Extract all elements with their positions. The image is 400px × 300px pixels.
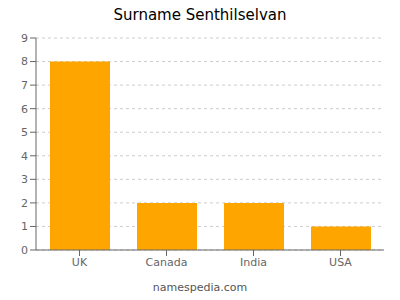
svg-text:7: 7	[21, 79, 28, 92]
svg-text:8: 8	[21, 55, 28, 68]
svg-text:3: 3	[21, 173, 28, 186]
svg-text:India: India	[240, 256, 267, 269]
html-text:Surname Senthilselvan: Surname Senthilselvan	[113, 6, 287, 24]
html-text:namespedia.com: namespedia.com	[152, 281, 248, 294]
svg-text:4: 4	[21, 150, 28, 163]
svg-text:6: 6	[21, 103, 28, 116]
svg-text:UK: UK	[72, 256, 88, 269]
svg-text:5: 5	[21, 126, 28, 139]
svg-text:USA: USA	[329, 256, 352, 269]
svg-text:9: 9	[21, 32, 28, 45]
svg-text:Canada: Canada	[146, 256, 188, 269]
svg-text:2: 2	[21, 197, 28, 210]
svg-text:0: 0	[21, 244, 28, 257]
svg-text:1: 1	[21, 220, 28, 233]
